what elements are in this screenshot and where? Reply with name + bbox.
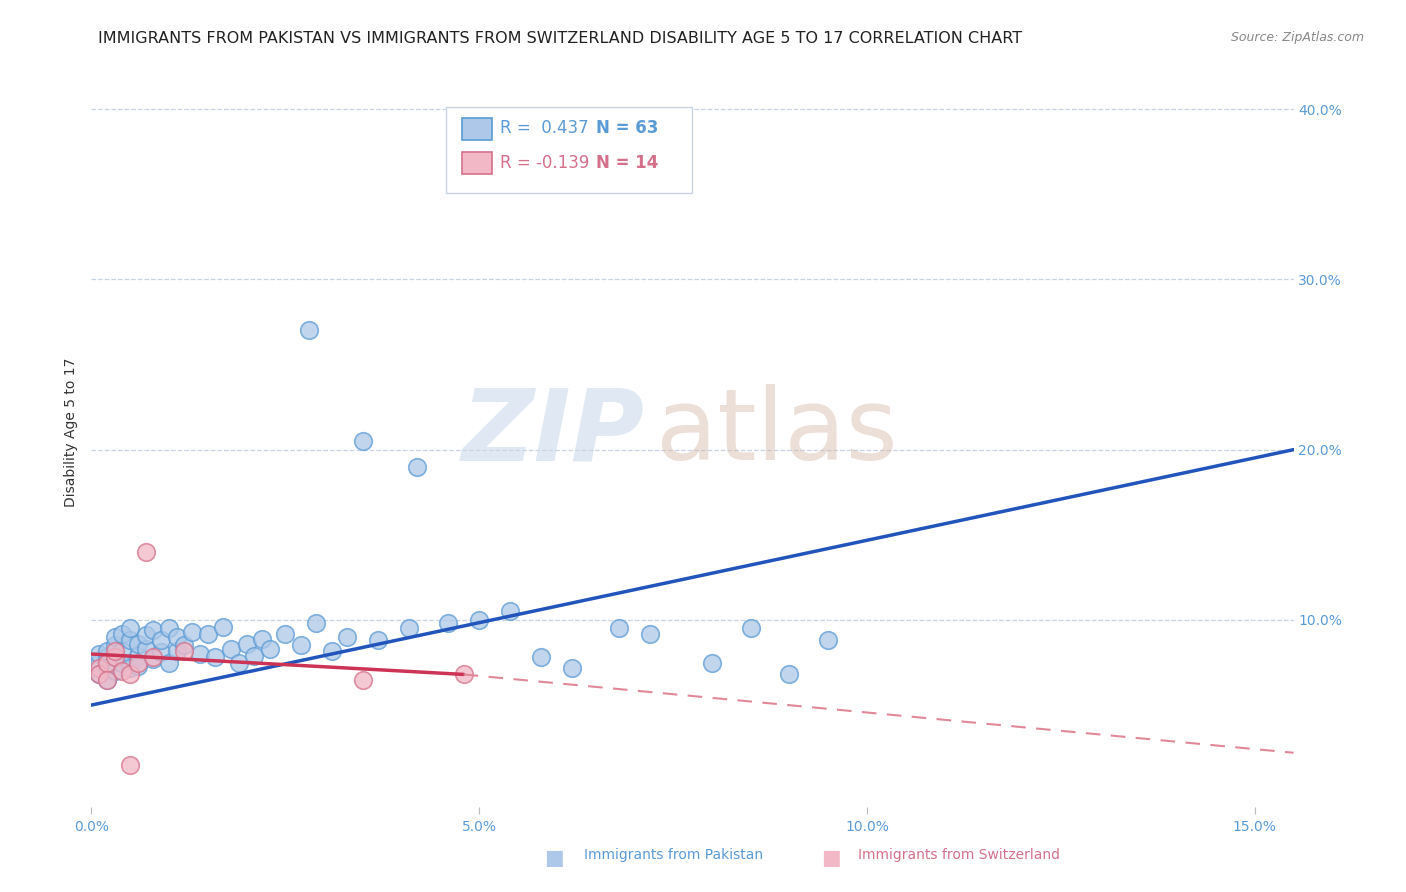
Point xyxy=(89,660,111,674)
Point xyxy=(96,673,118,687)
Text: IMMIGRANTS FROM PAKISTAN VS IMMIGRANTS FROM SWITZERLAND DISABILITY AGE 5 TO 17 C: IMMIGRANTS FROM PAKISTAN VS IMMIGRANTS F… xyxy=(98,31,1022,46)
Point xyxy=(638,626,661,640)
Text: ■: ■ xyxy=(821,848,841,869)
Point xyxy=(96,643,118,657)
Point xyxy=(111,664,134,678)
Point xyxy=(89,667,111,681)
Text: Immigrants from Switzerland: Immigrants from Switzerland xyxy=(858,848,1060,863)
Point xyxy=(235,637,257,651)
Point xyxy=(173,639,195,653)
Point xyxy=(352,434,374,449)
Point xyxy=(150,633,173,648)
Point xyxy=(778,667,800,681)
Y-axis label: Disability Age 5 to 17: Disability Age 5 to 17 xyxy=(63,358,77,508)
Text: Source: ZipAtlas.com: Source: ZipAtlas.com xyxy=(1230,31,1364,45)
Point xyxy=(96,673,118,687)
Point xyxy=(157,622,180,636)
Point xyxy=(157,656,180,670)
Point xyxy=(135,545,157,559)
FancyBboxPatch shape xyxy=(461,118,492,140)
Point xyxy=(104,639,127,653)
Point xyxy=(219,641,242,656)
Point xyxy=(297,323,319,337)
Text: Immigrants from Pakistan: Immigrants from Pakistan xyxy=(585,848,763,863)
Text: R =  0.437: R = 0.437 xyxy=(501,120,589,137)
Point xyxy=(352,673,374,687)
Point xyxy=(96,656,118,670)
Point xyxy=(142,650,165,665)
Point xyxy=(173,643,195,657)
Point xyxy=(367,633,389,648)
Point xyxy=(166,643,188,657)
Point xyxy=(127,656,149,670)
Text: atlas: atlas xyxy=(657,384,898,481)
Point xyxy=(290,639,312,653)
Point xyxy=(336,630,359,644)
Point xyxy=(243,648,266,663)
Point xyxy=(89,647,111,661)
Point xyxy=(181,624,204,639)
Point xyxy=(135,628,157,642)
Point xyxy=(228,656,250,670)
Point xyxy=(142,652,165,666)
Point xyxy=(135,641,157,656)
Point xyxy=(127,648,149,663)
Point xyxy=(499,604,522,618)
Point xyxy=(89,656,111,670)
Point xyxy=(120,757,142,772)
Point xyxy=(259,641,281,656)
Point xyxy=(817,633,839,648)
Point xyxy=(120,622,142,636)
Point xyxy=(406,459,429,474)
Point xyxy=(111,643,134,657)
Point xyxy=(468,613,491,627)
Point xyxy=(127,637,149,651)
Point xyxy=(437,616,460,631)
Point xyxy=(104,643,127,657)
Text: N = 63: N = 63 xyxy=(596,120,658,137)
Point xyxy=(96,660,118,674)
Text: ■: ■ xyxy=(544,848,564,869)
Text: ZIP: ZIP xyxy=(461,384,644,481)
Text: R = -0.139: R = -0.139 xyxy=(501,154,589,172)
Point xyxy=(111,626,134,640)
Point xyxy=(120,633,142,648)
Point xyxy=(166,630,188,644)
Point xyxy=(104,650,127,665)
Point xyxy=(188,647,211,661)
Point xyxy=(104,630,127,644)
Point xyxy=(150,645,173,659)
Point xyxy=(321,643,343,657)
FancyBboxPatch shape xyxy=(461,152,492,174)
Text: N = 14: N = 14 xyxy=(596,154,658,172)
Point xyxy=(197,626,219,640)
FancyBboxPatch shape xyxy=(446,107,692,193)
Point xyxy=(104,650,127,665)
Point xyxy=(96,650,118,665)
Point xyxy=(127,659,149,673)
Point xyxy=(111,656,134,670)
Point xyxy=(250,632,273,646)
Point xyxy=(212,620,235,634)
Point xyxy=(305,616,328,631)
Point xyxy=(607,622,630,636)
Point xyxy=(204,650,226,665)
Point xyxy=(530,650,553,665)
Point xyxy=(104,664,127,678)
Point xyxy=(89,667,111,681)
Point xyxy=(561,660,583,674)
Point xyxy=(274,626,297,640)
Point xyxy=(453,667,475,681)
Point xyxy=(740,622,762,636)
Point xyxy=(120,660,142,674)
Point xyxy=(398,622,420,636)
Point xyxy=(700,656,723,670)
Point xyxy=(142,623,165,637)
Point xyxy=(120,667,142,681)
